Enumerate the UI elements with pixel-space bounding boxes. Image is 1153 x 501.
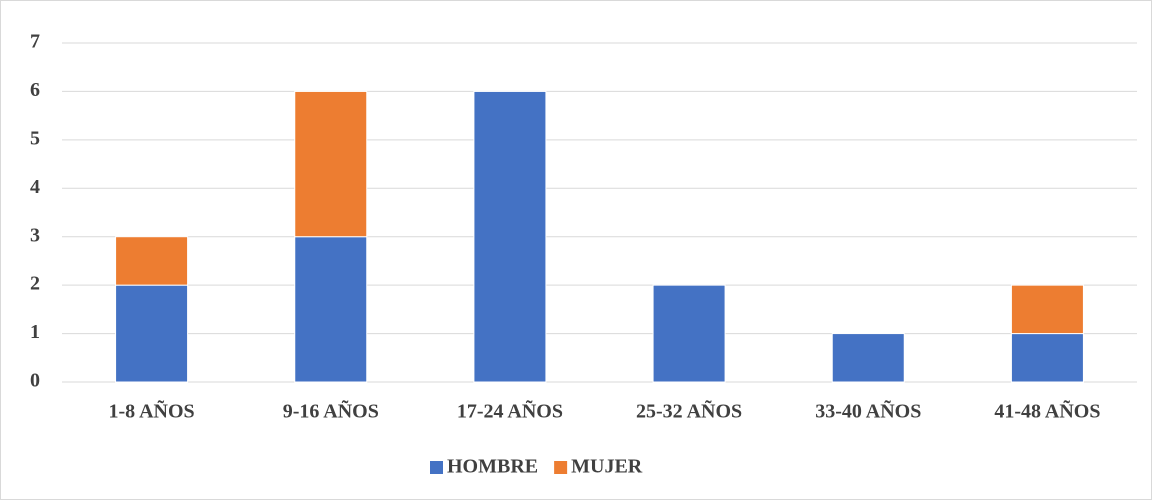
legend-label: MUJER bbox=[571, 456, 643, 478]
x-tick-label: 25-32 AÑOS bbox=[636, 400, 742, 423]
y-tick-label: 7 bbox=[30, 31, 40, 53]
y-tick-label: 3 bbox=[30, 224, 40, 246]
y-tick-label: 0 bbox=[30, 370, 40, 392]
bar-segment bbox=[115, 236, 189, 286]
bar-segment bbox=[831, 333, 905, 383]
bar-segment bbox=[652, 284, 726, 383]
legend-label: HOMBRE bbox=[447, 456, 538, 478]
bar-segment bbox=[1010, 284, 1084, 335]
y-tick-label: 6 bbox=[30, 79, 40, 101]
x-tick-label: 41-48 AÑOS bbox=[994, 400, 1100, 423]
x-tick-label: 1-8 AÑOS bbox=[109, 400, 195, 423]
bar-segment bbox=[115, 284, 189, 383]
x-tick-label: 17-24 AÑOS bbox=[457, 400, 563, 423]
legend-swatch bbox=[430, 461, 443, 474]
bar-segment bbox=[294, 90, 368, 238]
y-tick-label: 1 bbox=[30, 321, 40, 343]
y-tick-label: 5 bbox=[30, 127, 40, 149]
legend-swatch bbox=[554, 461, 568, 474]
x-tick-label: 9-16 AÑOS bbox=[283, 400, 379, 423]
bar-segment bbox=[294, 236, 368, 383]
y-tick-label: 4 bbox=[30, 176, 40, 198]
bar-segment bbox=[473, 90, 547, 383]
x-tick-label: 33-40 AÑOS bbox=[815, 400, 921, 423]
bar-segment bbox=[1010, 333, 1084, 383]
y-tick-label: 2 bbox=[30, 273, 40, 295]
